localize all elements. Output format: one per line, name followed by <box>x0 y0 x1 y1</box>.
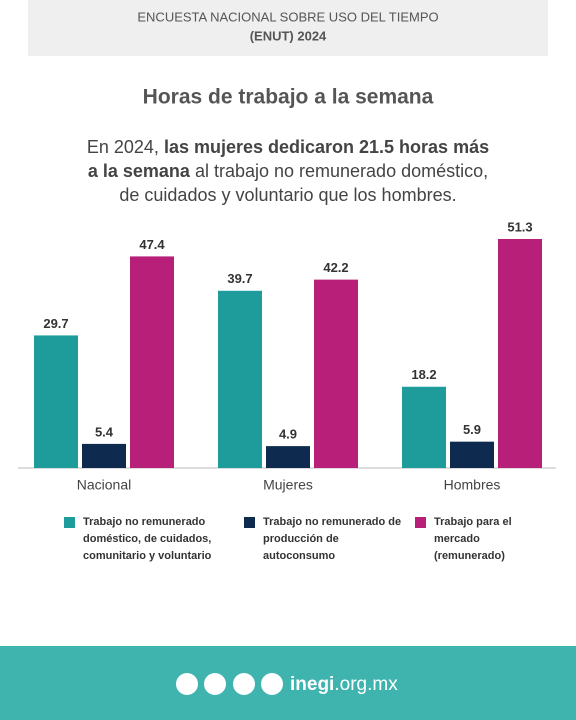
legend-item: Trabajo no remunerado de producción de a… <box>244 514 408 565</box>
subtitle-line: a la semana al trabajo no remunerado dom… <box>88 161 488 181</box>
subtitle-part: a la semana <box>88 161 191 181</box>
legend-label: Trabajo no remunerado doméstico, de cuid… <box>83 516 212 562</box>
legend-swatch <box>415 517 426 528</box>
legend-label: Trabajo no remunerado de producción de a… <box>263 516 402 562</box>
bar <box>498 239 542 468</box>
value-label: 39.7 <box>227 271 252 286</box>
chart-title: Horas de trabajo a la semana <box>143 86 434 109</box>
legend-item: Trabajo no remunerado doméstico, de cuid… <box>64 514 233 565</box>
subtitle-part: las mujeres dedicaron 21.5 horas más <box>164 137 489 157</box>
social-icons <box>176 673 283 695</box>
bar <box>82 443 126 468</box>
subtitle-line: En 2024, las mujeres dedicaron 21.5 hora… <box>87 137 489 157</box>
facebook-icon[interactable] <box>176 673 198 695</box>
value-label: 5.9 <box>463 422 481 437</box>
bar <box>266 446 310 468</box>
footer-site[interactable]: inegi.org.mx <box>290 674 398 695</box>
legend-swatch <box>64 517 75 528</box>
legend-item: Trabajo para el mercado (remunerado) <box>415 514 544 565</box>
header-box <box>28 0 548 56</box>
value-label: 42.2 <box>323 260 348 275</box>
legend-label: Trabajo para el mercado (remunerado) <box>434 516 512 562</box>
value-label: 4.9 <box>279 427 297 442</box>
legend-swatch <box>244 517 255 528</box>
bar <box>450 441 494 468</box>
value-label: 5.4 <box>95 424 114 439</box>
subtitle-part: En 2024, <box>87 137 164 157</box>
value-label: 51.3 <box>507 219 532 234</box>
bar <box>402 386 446 468</box>
bar <box>218 290 262 468</box>
bar <box>34 335 78 468</box>
x-icon[interactable] <box>204 673 226 695</box>
value-label: 18.2 <box>411 367 436 382</box>
value-label: 47.4 <box>139 237 165 252</box>
site-rest: .org.mx <box>334 674 398 695</box>
header-line: (ENUT) 2024 <box>250 28 327 43</box>
footer-band <box>0 646 576 720</box>
subtitle-part: de cuidados y voluntario que los hombres… <box>119 185 456 205</box>
x-tick-label: Hombres <box>444 477 501 493</box>
x-tick-label: Mujeres <box>263 477 313 493</box>
subtitle-part: al trabajo no remunerado doméstico, <box>190 161 488 181</box>
bar <box>130 256 174 468</box>
x-tick-label: Nacional <box>77 477 131 493</box>
bar <box>314 279 358 468</box>
site-bold: inegi <box>290 674 334 695</box>
header-line: ENCUESTA NACIONAL SOBRE USO DEL TIEMPO <box>137 9 438 24</box>
instagram-icon[interactable] <box>233 673 255 695</box>
value-label: 29.7 <box>43 316 68 331</box>
youtube-icon[interactable] <box>261 673 283 695</box>
subtitle-line: de cuidados y voluntario que los hombres… <box>119 185 456 205</box>
